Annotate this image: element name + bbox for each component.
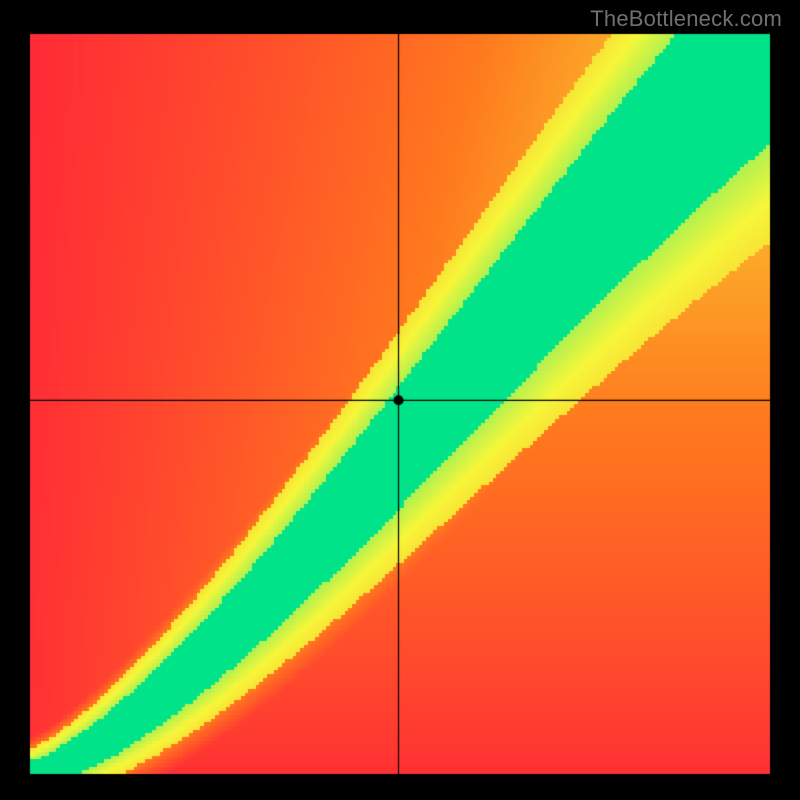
chart-stage: TheBottleneck.com	[0, 0, 800, 800]
watermark-text: TheBottleneck.com	[590, 6, 782, 32]
heatmap-canvas	[0, 0, 800, 800]
